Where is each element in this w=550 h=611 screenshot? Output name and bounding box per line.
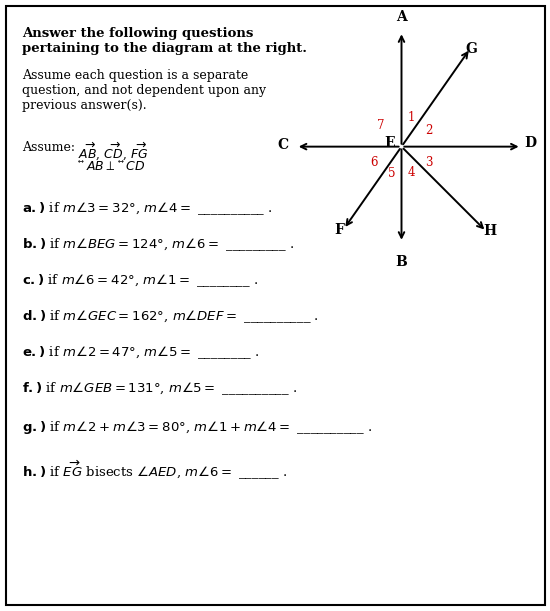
Text: A: A <box>396 10 407 24</box>
Text: G: G <box>466 43 477 56</box>
Text: 5: 5 <box>388 167 395 180</box>
Text: $\mathbf{h.)}$ if $\overrightarrow{EG}$ bisects $\angle AED$, $m\angle 6 =$ ____: $\mathbf{h.)}$ if $\overrightarrow{EG}$ … <box>21 458 287 481</box>
Text: 1: 1 <box>408 111 415 124</box>
Text: D: D <box>524 136 536 150</box>
Text: 3: 3 <box>425 156 432 169</box>
Text: $\overleftrightarrow{AB}$$\perp$ $\overleftrightarrow{CD}$: $\overleftrightarrow{AB}$$\perp$ $\overl… <box>78 159 146 173</box>
Text: H: H <box>483 224 497 238</box>
Text: $\mathbf{e.)}$ if $m\angle 2 = 47°$, $m\angle 5 =$ ________ .: $\mathbf{e.)}$ if $m\angle 2 = 47°$, $m\… <box>21 345 259 361</box>
Text: 2: 2 <box>425 124 432 137</box>
Text: 4: 4 <box>408 166 415 179</box>
Text: 6: 6 <box>370 156 377 169</box>
Text: 7: 7 <box>377 119 384 132</box>
Text: $\mathbf{b.)}$ if $m\angle BEG = 124°$, $m\angle 6 =$ _________ .: $\mathbf{b.)}$ if $m\angle BEG = 124°$, … <box>21 236 294 254</box>
Text: B: B <box>395 255 408 269</box>
Text: E: E <box>384 136 395 150</box>
Text: $\overrightarrow{AB}$, $\overrightarrow{CD}$, $\overrightarrow{FG}$: $\overrightarrow{AB}$, $\overrightarrow{… <box>78 141 148 163</box>
Text: $\mathbf{a.)}$ if $m\angle 3 = 32°$, $m\angle 4 =$ __________ .: $\mathbf{a.)}$ if $m\angle 3 = 32°$, $m\… <box>21 200 272 218</box>
Text: $\mathbf{g.)}$ if $m\angle 2 + m\angle 3 = 80°$, $m\angle 1 + m\angle 4 =$ _____: $\mathbf{g.)}$ if $m\angle 2 + m\angle 3… <box>21 419 372 436</box>
Text: $\mathbf{c.)}$ if $m\angle 6 = 42°$, $m\angle 1 =$ ________ .: $\mathbf{c.)}$ if $m\angle 6 = 42°$, $m\… <box>21 273 258 290</box>
Text: F: F <box>334 224 344 238</box>
Text: $\mathbf{d.)}$ if $m\angle GEC = 162°$, $m\angle DEF =$ __________ .: $\mathbf{d.)}$ if $m\angle GEC = 162°$, … <box>21 309 318 325</box>
Text: Assume each question is a separate
question, and not dependent upon any
previous: Assume each question is a separate quest… <box>21 69 266 112</box>
Text: $\mathbf{f.)}$ if $m\angle GEB = 131°$, $m\angle 5 =$ __________ .: $\mathbf{f.)}$ if $m\angle GEB = 131°$, … <box>21 380 297 397</box>
Text: Answer the following questions
pertaining to the diagram at the right.: Answer the following questions pertainin… <box>21 27 307 55</box>
Text: Assume:: Assume: <box>21 141 79 154</box>
Text: C: C <box>277 137 288 152</box>
